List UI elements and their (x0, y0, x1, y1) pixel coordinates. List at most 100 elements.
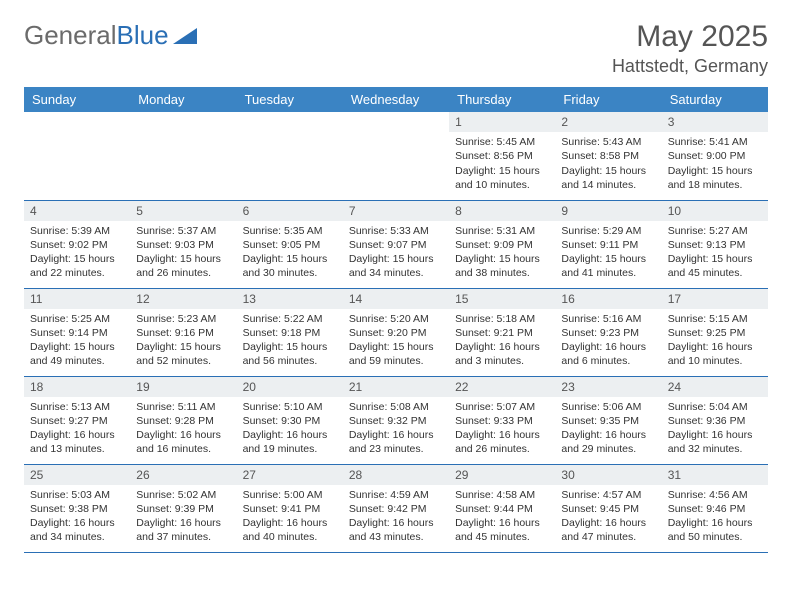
header: GeneralBlue May 2025 Hattstedt, Germany (24, 20, 768, 77)
sunset-text: Sunset: 9:05 PM (243, 238, 337, 252)
sunset-text: Sunset: 9:45 PM (561, 502, 655, 516)
sunrise-text: Sunrise: 5:08 AM (349, 400, 443, 414)
calendar-table: SundayMondayTuesdayWednesdayThursdayFrid… (24, 87, 768, 553)
daylight-text-2: and 16 minutes. (136, 442, 230, 456)
sunrise-text: Sunrise: 5:29 AM (561, 224, 655, 238)
calendar-week: 4Sunrise: 5:39 AMSunset: 9:02 PMDaylight… (24, 200, 768, 288)
daylight-text-2: and 47 minutes. (561, 530, 655, 544)
day-number: 1 (449, 112, 555, 132)
daylight-text-1: Daylight: 15 hours (349, 340, 443, 354)
sunrise-text: Sunrise: 5:16 AM (561, 312, 655, 326)
daylight-text-1: Daylight: 16 hours (668, 340, 762, 354)
sunset-text: Sunset: 9:39 PM (136, 502, 230, 516)
daylight-text-1: Daylight: 16 hours (455, 428, 549, 442)
sunset-text: Sunset: 9:20 PM (349, 326, 443, 340)
calendar-cell: 26Sunrise: 5:02 AMSunset: 9:39 PMDayligh… (130, 464, 236, 552)
sunrise-text: Sunrise: 5:45 AM (455, 135, 549, 149)
daylight-text-1: Daylight: 15 hours (561, 164, 655, 178)
day-number: 13 (237, 289, 343, 309)
logo-text-1: General (24, 20, 117, 51)
daylight-text-2: and 14 minutes. (561, 178, 655, 192)
sunset-text: Sunset: 9:32 PM (349, 414, 443, 428)
sunrise-text: Sunrise: 5:18 AM (455, 312, 549, 326)
sunrise-text: Sunrise: 4:56 AM (668, 488, 762, 502)
sunrise-text: Sunrise: 5:37 AM (136, 224, 230, 238)
day-number: 5 (130, 201, 236, 221)
day-details: Sunrise: 5:22 AMSunset: 9:18 PMDaylight:… (237, 309, 343, 373)
sunrise-text: Sunrise: 5:20 AM (349, 312, 443, 326)
day-details: Sunrise: 5:08 AMSunset: 9:32 PMDaylight:… (343, 397, 449, 461)
sunset-text: Sunset: 9:25 PM (668, 326, 762, 340)
sunrise-text: Sunrise: 5:00 AM (243, 488, 337, 502)
calendar-week: 1Sunrise: 5:45 AMSunset: 8:56 PMDaylight… (24, 112, 768, 200)
day-details: Sunrise: 5:33 AMSunset: 9:07 PMDaylight:… (343, 221, 449, 285)
day-number: 14 (343, 289, 449, 309)
sunset-text: Sunset: 9:27 PM (30, 414, 124, 428)
calendar-cell: 15Sunrise: 5:18 AMSunset: 9:21 PMDayligh… (449, 288, 555, 376)
daylight-text-2: and 49 minutes. (30, 354, 124, 368)
daylight-text-2: and 32 minutes. (668, 442, 762, 456)
day-number: 31 (662, 465, 768, 485)
daylight-text-2: and 13 minutes. (30, 442, 124, 456)
sunrise-text: Sunrise: 5:33 AM (349, 224, 443, 238)
sunset-text: Sunset: 9:02 PM (30, 238, 124, 252)
calendar-cell: 16Sunrise: 5:16 AMSunset: 9:23 PMDayligh… (555, 288, 661, 376)
day-details: Sunrise: 5:18 AMSunset: 9:21 PMDaylight:… (449, 309, 555, 373)
day-number: 18 (24, 377, 130, 397)
sunset-text: Sunset: 8:58 PM (561, 149, 655, 163)
sunrise-text: Sunrise: 5:27 AM (668, 224, 762, 238)
day-details: Sunrise: 5:27 AMSunset: 9:13 PMDaylight:… (662, 221, 768, 285)
sunset-text: Sunset: 9:42 PM (349, 502, 443, 516)
calendar-cell: 1Sunrise: 5:45 AMSunset: 8:56 PMDaylight… (449, 112, 555, 200)
day-number: 28 (343, 465, 449, 485)
calendar-cell: 11Sunrise: 5:25 AMSunset: 9:14 PMDayligh… (24, 288, 130, 376)
day-details: Sunrise: 5:45 AMSunset: 8:56 PMDaylight:… (449, 132, 555, 196)
sunrise-text: Sunrise: 5:15 AM (668, 312, 762, 326)
daylight-text-2: and 59 minutes. (349, 354, 443, 368)
sunrise-text: Sunrise: 5:35 AM (243, 224, 337, 238)
dayname-header: Monday (130, 87, 236, 112)
day-details: Sunrise: 5:00 AMSunset: 9:41 PMDaylight:… (237, 485, 343, 549)
day-number: 23 (555, 377, 661, 397)
daylight-text-1: Daylight: 16 hours (30, 516, 124, 530)
sunset-text: Sunset: 9:41 PM (243, 502, 337, 516)
sunset-text: Sunset: 9:33 PM (455, 414, 549, 428)
sunset-text: Sunset: 8:56 PM (455, 149, 549, 163)
empty-day (343, 112, 449, 130)
sunset-text: Sunset: 9:38 PM (30, 502, 124, 516)
sunrise-text: Sunrise: 5:41 AM (668, 135, 762, 149)
day-number: 17 (662, 289, 768, 309)
daylight-text-1: Daylight: 16 hours (455, 340, 549, 354)
day-number: 30 (555, 465, 661, 485)
calendar-cell: 10Sunrise: 5:27 AMSunset: 9:13 PMDayligh… (662, 200, 768, 288)
day-details: Sunrise: 5:35 AMSunset: 9:05 PMDaylight:… (237, 221, 343, 285)
calendar-cell: 8Sunrise: 5:31 AMSunset: 9:09 PMDaylight… (449, 200, 555, 288)
month-title: May 2025 (612, 20, 768, 54)
logo: GeneralBlue (24, 20, 197, 51)
daylight-text-2: and 10 minutes. (455, 178, 549, 192)
sunrise-text: Sunrise: 5:25 AM (30, 312, 124, 326)
daylight-text-1: Daylight: 15 hours (455, 252, 549, 266)
calendar-cell: 19Sunrise: 5:11 AMSunset: 9:28 PMDayligh… (130, 376, 236, 464)
day-number: 21 (343, 377, 449, 397)
daylight-text-2: and 6 minutes. (561, 354, 655, 368)
calendar-cell: 4Sunrise: 5:39 AMSunset: 9:02 PMDaylight… (24, 200, 130, 288)
calendar-cell: 29Sunrise: 4:58 AMSunset: 9:44 PMDayligh… (449, 464, 555, 552)
calendar-cell: 18Sunrise: 5:13 AMSunset: 9:27 PMDayligh… (24, 376, 130, 464)
day-details: Sunrise: 5:29 AMSunset: 9:11 PMDaylight:… (555, 221, 661, 285)
day-details: Sunrise: 4:58 AMSunset: 9:44 PMDaylight:… (449, 485, 555, 549)
day-details: Sunrise: 5:02 AMSunset: 9:39 PMDaylight:… (130, 485, 236, 549)
calendar-cell: 2Sunrise: 5:43 AMSunset: 8:58 PMDaylight… (555, 112, 661, 200)
sunrise-text: Sunrise: 5:22 AM (243, 312, 337, 326)
empty-day (237, 112, 343, 130)
calendar-head: SundayMondayTuesdayWednesdayThursdayFrid… (24, 87, 768, 112)
daylight-text-2: and 30 minutes. (243, 266, 337, 280)
day-number: 11 (24, 289, 130, 309)
day-number: 19 (130, 377, 236, 397)
logo-text-2: Blue (117, 20, 169, 51)
day-number: 24 (662, 377, 768, 397)
sunset-text: Sunset: 9:36 PM (668, 414, 762, 428)
daylight-text-2: and 45 minutes. (455, 530, 549, 544)
dayname-header: Wednesday (343, 87, 449, 112)
day-details: Sunrise: 5:41 AMSunset: 9:00 PMDaylight:… (662, 132, 768, 196)
